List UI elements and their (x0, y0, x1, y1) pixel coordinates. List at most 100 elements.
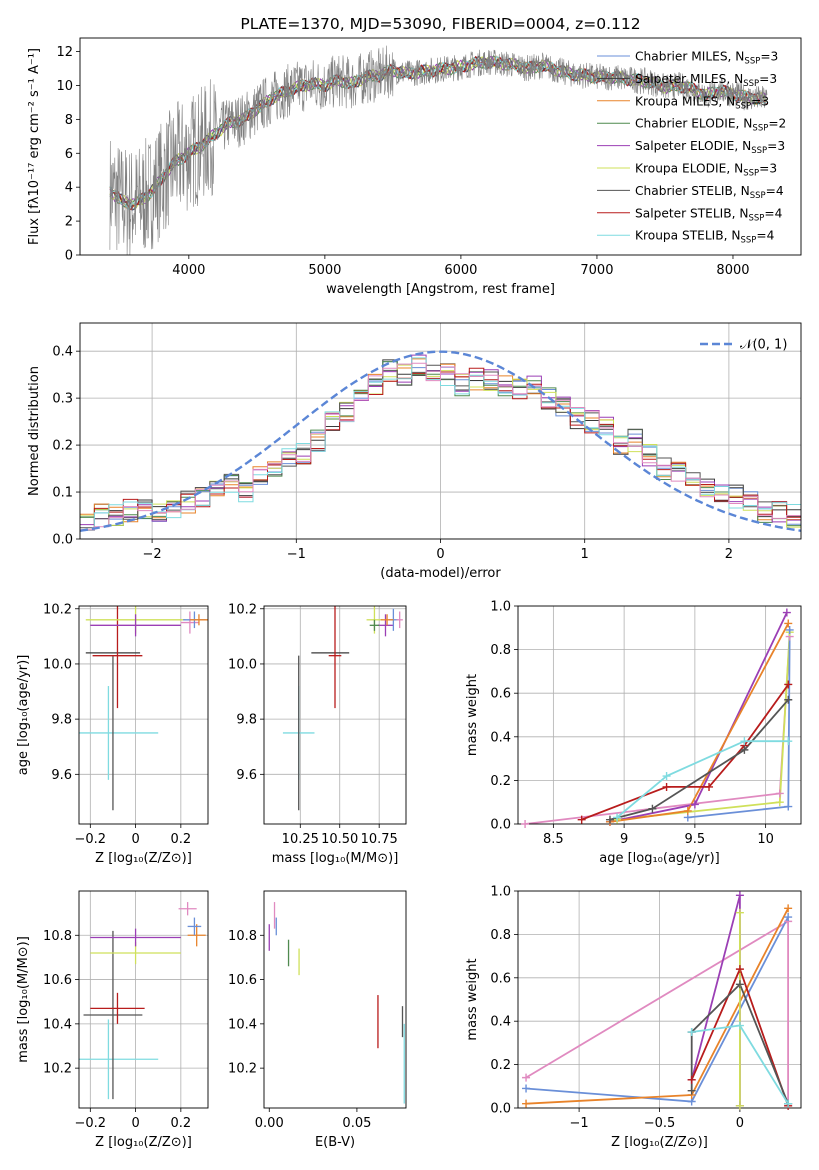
x-axis-label: wavelength [Angstrom, rest frame] (326, 282, 555, 297)
x-tick-label: 5000 (308, 263, 341, 278)
x-tick-label: 10 (757, 832, 774, 847)
legend: Chabrier MILES, NSSP=3 Salpeter MILES, NS… (597, 50, 786, 246)
y-tick-label: 0.0 (490, 1102, 511, 1117)
legend-label: Chabrier MILES, NSSP=3 (635, 50, 778, 67)
age_vs_mass-plot-area (264, 606, 406, 824)
x-axis-label: mass [log₁₀(M/M⊙)] (272, 851, 399, 866)
y-tick-label: 10.8 (228, 929, 257, 944)
y-axis-label: Normed distribution (27, 366, 42, 496)
mass-weight-marker (784, 619, 793, 628)
mass_vs_Z-plot-area (79, 891, 208, 1108)
x-tick-label: 0 (736, 1116, 744, 1131)
legend-label: Kroupa MILES, NSSP=3 (635, 94, 769, 111)
y-tick-label: 0.8 (490, 643, 511, 658)
mass_vs_ebv-panel: 0.00 0.05 10.2 10.4 10.6 10.8 E(B-V) (228, 890, 407, 1150)
mass-weight-marker (735, 1021, 744, 1030)
x-tick-label: −0.5 (644, 1116, 676, 1131)
y-tick-label: 1.0 (490, 885, 511, 900)
y-tick-label: 0.2 (490, 1058, 511, 1073)
massweight_vs_Z-plot-area (518, 891, 801, 1108)
massweight_vs_age-panel: 8.5 9 9.5 10 0.0 0.2 0.4 0.6 0.8 1.0 age [log₁₀(ag… (465, 600, 802, 866)
y-tick-label: 9.8 (51, 713, 72, 728)
massweight_vs_Z-panel: −1 −0.5 0 0.0 0.2 0.4 0.6 0.8 1.0 Z [log₁₀(Z/Z⊙)]… (465, 885, 802, 1150)
error-bar-point (83, 930, 143, 1100)
legend-label: Salpeter MILES, NSSP=3 (635, 72, 777, 89)
x-axis-label: (data-model)/error (380, 566, 501, 581)
massweight_vs_age-plot-area (518, 606, 801, 824)
mass-weight-marker (785, 625, 794, 634)
age_vs_Z-frame (78, 605, 209, 825)
y-tick-label: 0 (65, 249, 73, 264)
legend-label: Salpeter STELIB, NSSP=4 (635, 206, 783, 223)
mass-weight-marker (613, 813, 622, 822)
y-tick-label: 10 (56, 79, 73, 94)
x-tick-label: 10.25 (282, 832, 319, 847)
mass-weight-marker (784, 737, 793, 746)
mass-weight-marker (577, 815, 586, 824)
y-tick-label: 10.0 (43, 657, 72, 672)
y-tick-label: 10.4 (228, 1017, 257, 1032)
error-bar-point (90, 614, 181, 637)
y-tick-label: 0.4 (490, 1015, 511, 1030)
x-tick-label: 10.50 (321, 832, 358, 847)
y-tick-label: 4 (65, 181, 73, 196)
spectrum-plot-area (109, 45, 768, 255)
y-tick-label: 6 (65, 147, 73, 162)
y-tick-label: 10.8 (43, 929, 72, 944)
legend-label: Kroupa ELODIE, NSSP=3 (635, 162, 777, 179)
y-tick-label: 0.3 (52, 392, 73, 407)
x-tick-label: 8000 (716, 263, 749, 278)
legend-label: Kroupa STELIB, NSSP=4 (635, 229, 775, 246)
y-tick-label: 2 (65, 215, 73, 230)
massweight_vs_age-frame (517, 605, 802, 825)
y-tick-label: 10.2 (228, 1062, 257, 1077)
mass-weight-marker (735, 891, 744, 900)
error-bar-point (79, 1019, 159, 1100)
x-tick-label: 2 (725, 547, 733, 562)
error-bar-point (396, 611, 403, 629)
error-bar-point (178, 902, 197, 916)
x-tick-label: 0 (436, 547, 444, 562)
y-tick-label: 9.6 (236, 768, 257, 783)
mass-weight-marker (521, 820, 530, 828)
y-tick-label: 0.4 (490, 730, 511, 745)
x-tick-label: −1 (570, 1116, 589, 1131)
mass-weight-marker (782, 608, 791, 617)
age_vs_Z-plot-area (79, 606, 208, 824)
mass-weight-marker (687, 1028, 696, 1037)
mass_vs_Z-frame (78, 890, 209, 1109)
error-bar-point (380, 614, 394, 626)
x-tick-label: 4000 (172, 263, 205, 278)
y-tick-label: 0.8 (490, 928, 511, 943)
mass-weight-line (690, 895, 741, 1106)
error-bar-point (92, 606, 143, 709)
x-tick-label: −0.2 (75, 1116, 107, 1131)
mass-weight-marker (522, 1099, 531, 1108)
mass-weight-marker (690, 800, 699, 809)
x-tick-label: 0.00 (255, 1116, 284, 1131)
y-axis-label: Flux [fλ10⁻¹⁷ erg cm⁻² s⁻¹ A⁻¹] (27, 48, 42, 245)
y-tick-label: 0.2 (490, 774, 511, 789)
y-tick-label: 10.0 (228, 657, 257, 672)
x-axis-label: Z [log₁₀(Z/Z⊙)] (95, 851, 192, 866)
y-tick-label: 10.2 (43, 1062, 72, 1077)
x-axis-label: Z [log₁₀(Z/Z⊙)] (611, 1135, 708, 1150)
massweight_vs_Z-frame (517, 890, 802, 1109)
mass-weight-line (525, 919, 789, 1106)
x-tick-label: 0 (131, 832, 139, 847)
mass-weight-marker (705, 782, 714, 791)
x-tick-label: 0.05 (342, 1116, 371, 1131)
residuals-panel: −2 −1 0 1 2 0.0 0.1 0.2 0.3 0.4 (data-model)/error… (27, 322, 802, 581)
error-bar-point (369, 619, 380, 631)
mass-weight-line (524, 636, 791, 824)
mass-weight-marker (735, 1101, 744, 1110)
x-tick-label: 0.2 (170, 832, 191, 847)
y-tick-label: 1.0 (490, 600, 511, 615)
x-axis-label: Z [log₁₀(Z/Z⊙)] (95, 1135, 192, 1150)
y-tick-label: 0.6 (490, 971, 511, 986)
error-bar-point (90, 928, 181, 947)
x-tick-label: 6000 (444, 263, 477, 278)
y-tick-label: 10.2 (43, 602, 72, 617)
x-tick-label: 0 (131, 1116, 139, 1131)
